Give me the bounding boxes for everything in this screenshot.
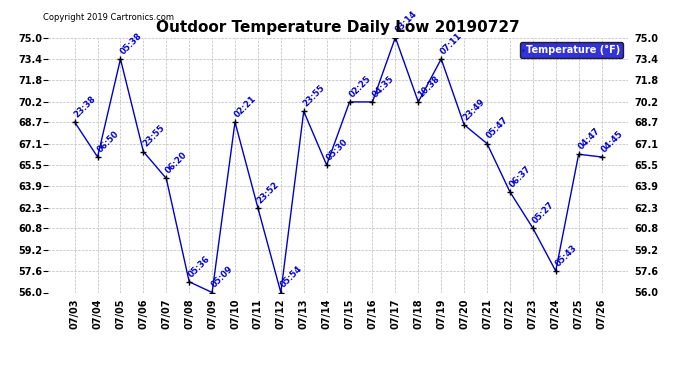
Text: 03:14: 03:14 — [393, 9, 418, 35]
Text: 06:20: 06:20 — [164, 150, 189, 176]
Text: Copyright 2019 Cartronics.com: Copyright 2019 Cartronics.com — [43, 13, 173, 22]
Text: 05:36: 05:36 — [187, 254, 213, 279]
Text: 02:25: 02:25 — [347, 74, 373, 99]
Text: 05:43: 05:43 — [553, 243, 579, 268]
Title: Outdoor Temperature Daily Low 20190727: Outdoor Temperature Daily Low 20190727 — [156, 20, 520, 35]
Text: 05:38: 05:38 — [118, 31, 144, 56]
Text: 05:30: 05:30 — [324, 137, 350, 162]
Text: 05:27: 05:27 — [531, 200, 556, 225]
Legend: Temperature (°F): Temperature (°F) — [520, 42, 623, 58]
Text: 23:49: 23:49 — [462, 97, 487, 122]
Text: 23:52: 23:52 — [256, 180, 281, 205]
Text: 04:35: 04:35 — [371, 74, 395, 99]
Text: 02:21: 02:21 — [233, 94, 258, 119]
Text: 05:47: 05:47 — [485, 116, 510, 141]
Text: 10:38: 10:38 — [416, 74, 441, 99]
Text: 23:55: 23:55 — [141, 123, 166, 149]
Text: 23:55: 23:55 — [302, 83, 327, 108]
Text: 04:47: 04:47 — [576, 126, 602, 152]
Text: 06:37: 06:37 — [508, 164, 533, 189]
Text: 06:50: 06:50 — [95, 129, 121, 154]
Text: 04:45: 04:45 — [600, 129, 624, 154]
Text: 05:09: 05:09 — [210, 265, 235, 290]
Text: 23:38: 23:38 — [72, 94, 97, 119]
Text: 07:11: 07:11 — [439, 31, 464, 56]
Text: 05:54: 05:54 — [279, 264, 304, 290]
